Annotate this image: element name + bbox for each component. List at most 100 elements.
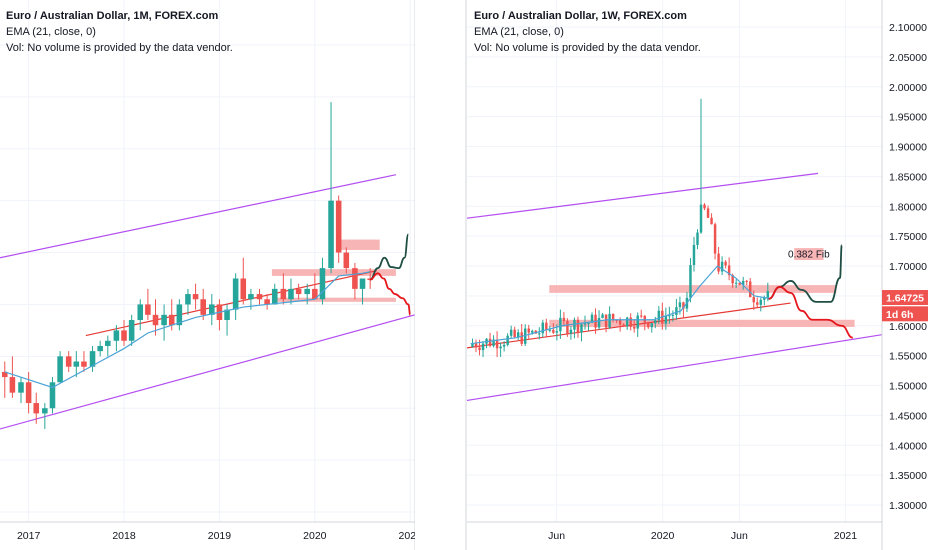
candle: [671, 310, 675, 322]
candle: [506, 333, 509, 347]
candle-body: [137, 304, 144, 321]
candle-body: [304, 288, 310, 295]
candle: [573, 317, 576, 339]
time-axis-labels[interactable]: Jun 2020 Jun 2021: [548, 530, 857, 542]
candle-body: [548, 329, 552, 331]
candle-body: [583, 323, 587, 325]
candle: [748, 278, 752, 298]
candle: [200, 288, 206, 321]
candle-body: [185, 294, 191, 305]
candle: [636, 312, 639, 337]
candle-body: [9, 377, 16, 393]
candle-body: [576, 319, 580, 333]
candle-body: [516, 332, 520, 338]
candle: [724, 260, 727, 269]
price-tick-label: 1.75000: [889, 231, 927, 243]
ema-path: [470, 265, 769, 345]
candle-body: [478, 347, 481, 351]
candle-body: [654, 320, 657, 324]
candle: [745, 279, 748, 286]
candle: [97, 340, 103, 357]
candle: [647, 321, 650, 329]
candle-body: [359, 278, 366, 289]
candle: [675, 298, 678, 320]
candle-body: [168, 314, 175, 326]
candle: [474, 339, 478, 353]
candle: [597, 310, 601, 330]
candle-body: [741, 280, 745, 285]
price-tick-label: 1.85000: [889, 171, 927, 183]
candle-body: [710, 217, 713, 225]
candle-body: [562, 317, 566, 322]
candle-body: [590, 314, 594, 323]
price-tick-label: 1.90000: [889, 142, 927, 154]
candle-body: [81, 361, 87, 367]
candle: [689, 258, 692, 303]
candle: [640, 309, 643, 319]
price-tags: 1.64725 1d 6h: [882, 290, 928, 322]
candle: [717, 246, 720, 275]
candle: [264, 294, 270, 310]
candle-body: [668, 315, 671, 317]
candle-body: [689, 265, 692, 298]
legend[interactable]: Euro / Australian Dollar, 1M, FOREX.com …: [6, 10, 233, 54]
candle-body: [727, 265, 731, 276]
candle: [128, 314, 135, 346]
candle-body: [495, 339, 499, 349]
candle-body: [622, 324, 625, 327]
candle-body: [73, 361, 80, 367]
candle: [562, 312, 566, 327]
bearish-projection-path: [369, 272, 412, 316]
candle-body: [703, 204, 706, 209]
candle-body: [573, 319, 576, 330]
candle-body: [675, 307, 678, 315]
candle-body: [200, 299, 206, 315]
candle-body: [552, 329, 555, 333]
candle-body: [161, 314, 167, 326]
candle: [703, 203, 706, 211]
candle-body: [509, 329, 513, 336]
candle: [520, 324, 523, 346]
candle: [741, 276, 745, 290]
candle: [312, 273, 318, 300]
left-price-axis-area[interactable]: [415, 0, 467, 550]
legend[interactable]: Euro / Australian Dollar, 1W, FOREX.com …: [474, 10, 701, 54]
time-axis-labels[interactable]: 2017 2018 2019 2020 2021: [17, 530, 422, 542]
candle: [629, 313, 632, 331]
candle-body: [113, 330, 120, 341]
fib-annotation[interactable]: 0.382 Fib: [788, 250, 830, 261]
candle-body: [580, 324, 583, 333]
channel-upper-line: [466, 172, 819, 219]
candle: [271, 283, 278, 305]
price-axis-labels[interactable]: 1.30000 1.35000 1.40000 1.45000 1.50000 1.550…: [889, 22, 927, 512]
candle: [611, 313, 615, 323]
candle-body: [121, 330, 127, 341]
candle: [527, 324, 530, 340]
candle: [696, 229, 699, 250]
candle-body: [89, 351, 96, 367]
candle: [541, 319, 545, 338]
candle-body: [566, 321, 569, 334]
candle: [657, 306, 661, 325]
projection-paths: [768, 244, 853, 339]
candle: [49, 377, 56, 414]
candle-body: [312, 288, 318, 300]
candle-body: [731, 275, 734, 284]
candle-body: [745, 280, 748, 282]
candle: [295, 283, 302, 300]
candle-body: [724, 261, 727, 266]
candle: [699, 98, 703, 234]
candle-body: [682, 302, 685, 309]
volume-legend: Vol: No volume is provided by the data v…: [6, 42, 233, 54]
time-tick-label: 2019: [208, 530, 232, 542]
candle: [502, 341, 506, 352]
price-zone: [794, 248, 824, 261]
channel-upper-line: [0, 174, 397, 259]
candle: [604, 314, 608, 333]
candle-body: [288, 288, 294, 300]
ema-path: [4, 271, 371, 389]
candle: [481, 341, 485, 358]
candle: [152, 299, 159, 336]
candle-body: [271, 288, 278, 305]
bullish-projection-path: [369, 233, 410, 281]
